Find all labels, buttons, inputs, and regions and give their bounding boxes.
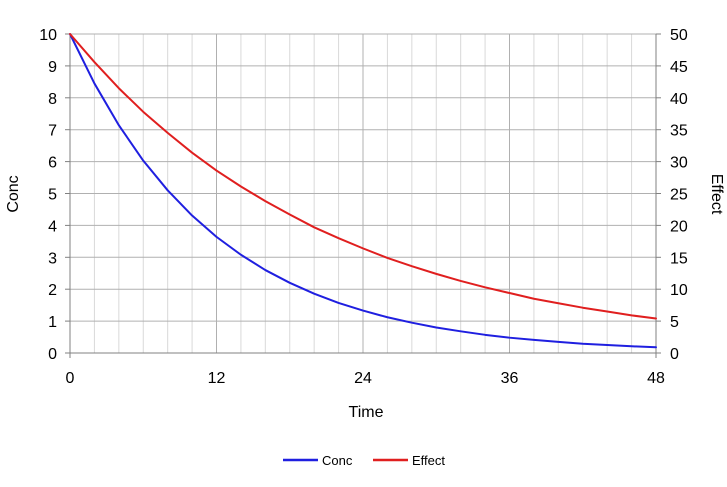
- y2-tick-label: 30: [670, 155, 688, 172]
- legend: Conc Effect: [283, 453, 445, 468]
- x-tick-label: 0: [66, 370, 75, 387]
- y-tick-label: 5: [48, 187, 57, 204]
- axes: [65, 33, 661, 358]
- y-tick-label: 8: [48, 91, 57, 108]
- series-lines: [69, 33, 657, 349]
- y2-tick-label: 10: [670, 282, 688, 299]
- y-tick-label: 3: [48, 250, 57, 267]
- x-tick-label: 12: [208, 370, 226, 387]
- y-tick-label: 7: [48, 123, 57, 140]
- y-tick-label: 1: [48, 314, 57, 331]
- y-tick-label: 9: [48, 59, 57, 76]
- y-tick-label: 6: [48, 155, 57, 172]
- y-tick-label: 2: [48, 282, 57, 299]
- y-tick-label: 10: [39, 27, 57, 44]
- y2-tick-label: 45: [670, 59, 688, 76]
- y2-tick-label: 5: [670, 314, 679, 331]
- y2-tick-label: 25: [670, 187, 688, 204]
- series-line-conc: [69, 33, 657, 349]
- y2-tick-label: 50: [670, 27, 688, 44]
- y2-tick-label: 0: [670, 346, 679, 363]
- y-axis-title: Conc: [5, 175, 22, 212]
- y2-tick-label: 15: [670, 250, 688, 267]
- y-tick-label: 4: [48, 218, 57, 235]
- y2-tick-label: 20: [670, 218, 688, 235]
- x-tick-label: 36: [501, 370, 519, 387]
- legend-label-effect: Effect: [412, 453, 445, 468]
- series-line-effect: [69, 33, 657, 320]
- x-tick-label: 48: [647, 370, 665, 387]
- x-tick-label: 24: [354, 370, 372, 387]
- y-tick-label: 0: [48, 346, 57, 363]
- y2-axis-title: Effect: [708, 174, 725, 215]
- x-axis-title: Time: [349, 404, 384, 421]
- legend-label-conc: Conc: [322, 453, 353, 468]
- y2-tick-label: 40: [670, 91, 688, 108]
- y2-tick-label: 35: [670, 123, 688, 140]
